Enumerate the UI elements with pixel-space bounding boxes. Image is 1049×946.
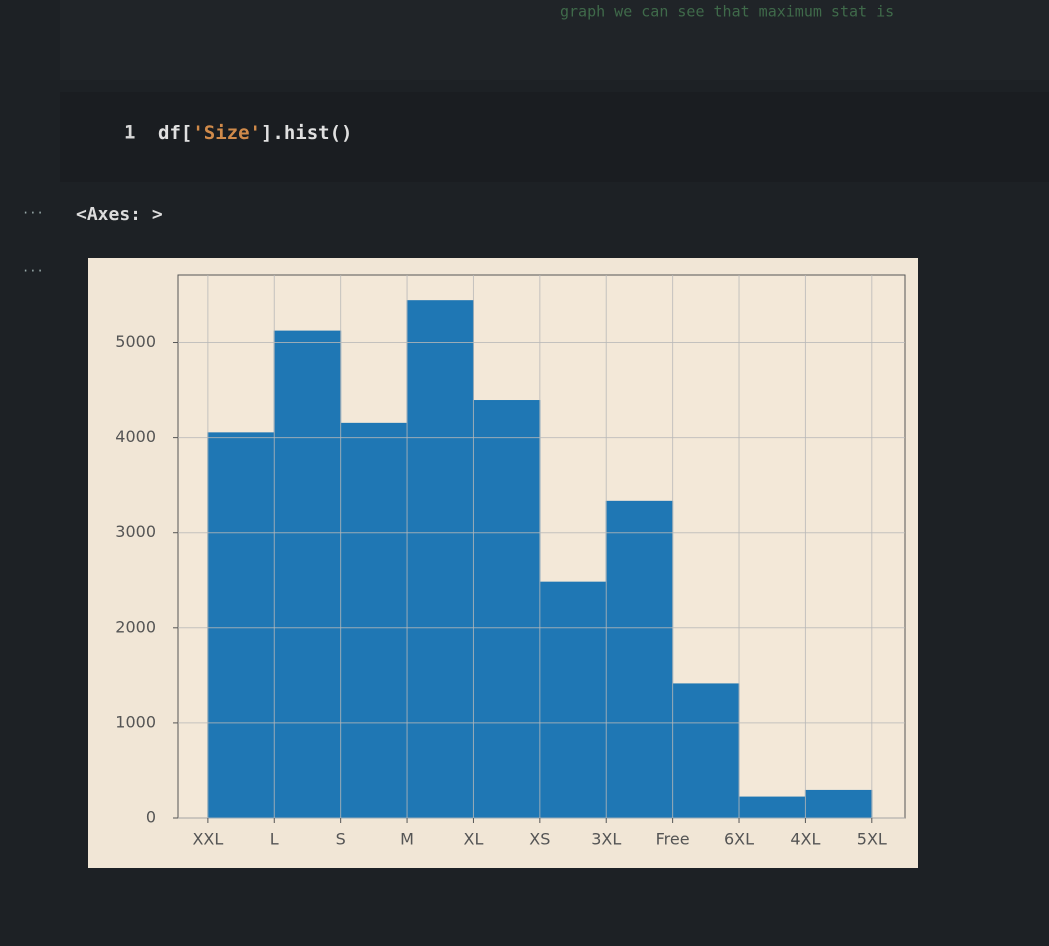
line-number: 1 [124,122,135,144]
x-tick-label: S [336,830,346,849]
bar [472,400,541,819]
bar [539,581,607,819]
x-tick-label: XXL [192,830,223,849]
bar [273,330,342,819]
x-tick-label: M [400,830,414,849]
bar [605,500,674,819]
markdown-cell [60,0,1049,80]
prompt: ... [22,203,44,217]
x-tick-label: 3XL [591,830,621,849]
x-tick-label: Free [656,830,690,849]
chart: 0 1000 2000 3000 4000 5000 XXL L S M XL XS 3XL Free 6X… [115,275,905,849]
y-tick-label: 4000 [115,427,156,446]
x-tick-label: L [270,830,279,849]
x-tick-label: 5XL [857,830,887,849]
y-tick-label: 0 [146,808,156,827]
bar [406,300,474,819]
x-tick-label: 6XL [724,830,754,849]
y-tick-label: 5000 [115,332,156,351]
code-part: df[ [158,122,192,144]
code-cell [60,92,1049,182]
x-tick-label: 4XL [790,830,820,849]
code-part: ].hist() [261,122,353,144]
bar [672,683,740,819]
bar [340,422,408,819]
x-tick-label: XS [529,830,550,849]
prompt: ... [22,261,44,275]
y-tick-label: 2000 [115,617,156,636]
y-tick-label: 3000 [115,522,156,541]
output-text: <Axes: > [76,204,163,225]
code-string: 'Size' [192,122,261,144]
header-text: graph we can see that maximum stat is [560,3,894,21]
bar [804,789,873,819]
bar [207,432,275,819]
code: df['Size'].hist() [158,122,352,144]
y-tick-label: 1000 [115,712,156,731]
x-tick-label: XL [464,830,484,849]
bar [738,796,806,819]
